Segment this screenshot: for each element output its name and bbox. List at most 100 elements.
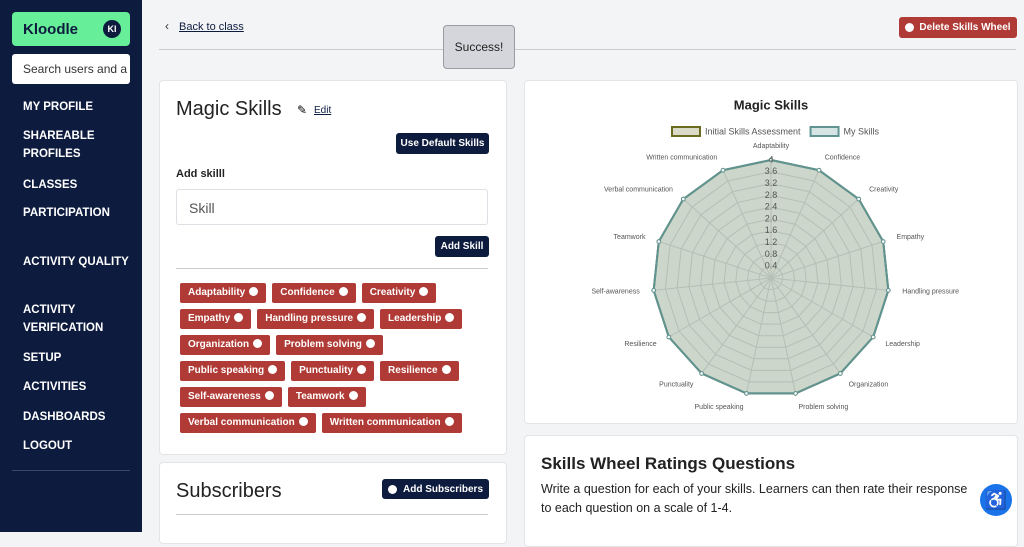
skill-tag[interactable]: Organization: [180, 335, 271, 355]
skill-tag[interactable]: Punctuality: [291, 361, 375, 381]
add-subscribers-button[interactable]: Add Subscribers: [382, 479, 489, 499]
edit-icon: ✎: [297, 103, 308, 117]
add-label: Add skilll: [176, 168, 225, 180]
accessibility-button[interactable]: ♿: [980, 484, 1012, 516]
ratings-card: Skills Wheel Ratings Questions Write a q…: [524, 435, 1018, 547]
divider: [176, 514, 488, 515]
tag-label: Empathy: [188, 313, 231, 324]
legend-label: Initial Skills Assessment: [705, 126, 801, 136]
spoke: [770, 241, 884, 279]
back-link[interactable]: Back to class: [179, 21, 244, 33]
skill-tag[interactable]: Leadership: [380, 309, 463, 329]
menu-item[interactable]: LOGOUT: [23, 440, 73, 452]
remove-icon[interactable]: [365, 339, 375, 348]
point: [666, 334, 672, 340]
axis-label: Handling pressure: [902, 289, 959, 296]
remove-icon[interactable]: [348, 391, 358, 400]
tag-list: Adaptability Confidence Creativity Empathy H…: [180, 283, 464, 433]
menu-item[interactable]: DASHBOARDS: [23, 411, 106, 423]
search[interactable]: Search users and a: [12, 54, 130, 84]
spoke: [770, 198, 860, 279]
grid-ring: [664, 171, 878, 383]
skill-tag[interactable]: Teamwork: [287, 387, 366, 407]
spoke: [701, 277, 772, 374]
remove-icon[interactable]: [357, 313, 367, 322]
axis-label: Written communication: [646, 154, 717, 161]
axis-label: Confidence: [825, 154, 861, 161]
skill-input[interactable]: Skill: [176, 189, 488, 225]
skill-tag[interactable]: Resilience: [380, 361, 459, 381]
card-title: Skills Wheel Ratings Questions: [541, 454, 796, 473]
point: [856, 196, 861, 202]
menu-item[interactable]: PARTICIPATION: [23, 207, 110, 219]
edit-link[interactable]: Edit: [314, 105, 332, 116]
remove-icon[interactable]: [234, 313, 244, 322]
remove-icon[interactable]: [419, 287, 429, 296]
card-title: Subscribers: [176, 480, 282, 502]
button-label: Add Subscribers: [402, 483, 484, 495]
point: [768, 157, 774, 163]
remove-icon[interactable]: [357, 365, 367, 374]
axis-label: Teamwork: [614, 234, 646, 241]
point: [838, 371, 843, 376]
r-tick-label: 2.0: [765, 213, 778, 223]
default-button[interactable]: Use Default Skills: [396, 133, 489, 154]
remove-icon[interactable]: [338, 287, 348, 296]
menu-item[interactable]: ACTIVITY QUALITY: [23, 256, 129, 268]
menu-item[interactable]: ACTIVITY VERIFICATION: [23, 304, 104, 334]
skill-tag[interactable]: Self-awareness: [180, 387, 282, 407]
remove-icon[interactable]: [249, 287, 259, 296]
subscribers-card: Subscribers Add Subscribers: [159, 462, 507, 544]
skill-tag[interactable]: Confidence: [272, 283, 356, 303]
skill-tag[interactable]: Public speaking: [180, 361, 286, 381]
skill-tag[interactable]: Creativity: [361, 283, 437, 303]
card-text: Write a question for each of your skills…: [541, 482, 968, 515]
r-tick-label: 0.4: [765, 261, 778, 271]
skill-tag[interactable]: Problem solving: [276, 335, 383, 355]
skills-card: Magic Skills ✎ Edit Use Default Skills A…: [159, 80, 507, 455]
skill-tag[interactable]: Verbal communication: [180, 413, 316, 433]
remove-icon[interactable]: [441, 365, 451, 374]
add-button[interactable]: Add Skill: [435, 236, 489, 257]
spoke: [658, 241, 772, 279]
r-tick-label: 0.8: [765, 249, 778, 259]
avatar: KI: [103, 20, 121, 38]
radar-chart: Magic Skills 0.4 0.8 1.2 1.6 2.02.4 2.8 3.2 3.6…: [591, 97, 959, 411]
axis-label: Adaptability: [753, 143, 790, 150]
remove-icon[interactable]: [264, 391, 274, 400]
delete-button[interactable]: Delete Skills Wheel: [899, 17, 1017, 38]
menu-item[interactable]: SETUP: [23, 352, 62, 364]
r-tick-label: 3.2: [765, 178, 778, 188]
skill-tag[interactable]: Written communication: [321, 413, 462, 433]
menu-item[interactable]: ACTIVITIES: [23, 381, 87, 393]
grid-ring: [735, 242, 807, 314]
brand-button[interactable]: Kloodle KI: [12, 12, 130, 46]
point: [681, 196, 686, 202]
tag-label: Problem solving: [284, 339, 362, 350]
spoke: [770, 277, 841, 374]
remove-icon[interactable]: [445, 313, 455, 322]
tag-label: Creativity: [369, 287, 416, 298]
menu-item[interactable]: SHAREABLE PROFILES: [23, 130, 95, 160]
grid-ring: [711, 218, 831, 337]
menu-item[interactable]: CLASSES: [23, 179, 78, 191]
remove-icon[interactable]: [444, 417, 454, 426]
menu-item[interactable]: MY PROFILE: [23, 101, 94, 113]
tag-label: Confidence: [280, 287, 335, 298]
remove-icon[interactable]: [253, 339, 263, 348]
r-tick-label: 4: [768, 154, 773, 164]
tag-label: Handling pressure: [265, 313, 354, 324]
grid-ring: [723, 230, 819, 325]
skill-tag[interactable]: Adaptability: [180, 283, 267, 303]
axis-label: Verbal communication: [604, 187, 673, 194]
skill-tag[interactable]: Handling pressure: [257, 309, 375, 329]
tag-label: Organization: [188, 339, 250, 350]
remove-icon[interactable]: [298, 417, 308, 426]
remove-icon[interactable]: [268, 365, 278, 374]
toast: Success!: [443, 25, 515, 69]
point: [656, 239, 662, 244]
skill-tag[interactable]: Empathy: [180, 309, 252, 329]
r-tick-label: 1.2: [765, 237, 778, 247]
tag-label: Public speaking: [188, 365, 265, 376]
tag-label: Verbal communication: [188, 417, 295, 428]
